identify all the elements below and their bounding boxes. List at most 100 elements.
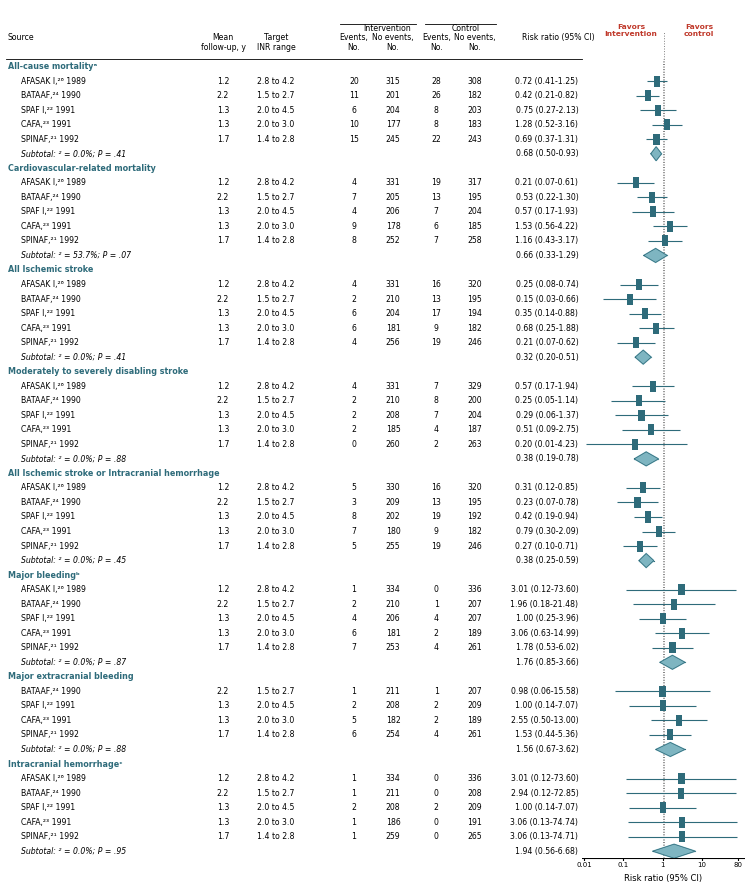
Bar bbox=[649, 192, 655, 203]
Text: 207: 207 bbox=[467, 614, 482, 623]
Text: 0.27 (0.10-0.71): 0.27 (0.10-0.71) bbox=[516, 542, 578, 550]
Text: Moderately to severely disabling stroke: Moderately to severely disabling stroke bbox=[8, 367, 188, 376]
Text: Major extracranial bleeding: Major extracranial bleeding bbox=[8, 673, 133, 681]
Text: 1: 1 bbox=[434, 600, 438, 609]
Text: 3.06 (0.63-14.99): 3.06 (0.63-14.99) bbox=[510, 628, 578, 638]
Text: 1.2: 1.2 bbox=[217, 280, 229, 289]
Text: 10: 10 bbox=[349, 120, 359, 129]
Text: 1.00 (0.14-7.07): 1.00 (0.14-7.07) bbox=[516, 803, 578, 812]
Text: 80: 80 bbox=[733, 862, 742, 868]
Text: 0.35 (0.14-0.88): 0.35 (0.14-0.88) bbox=[516, 309, 578, 318]
Text: 0.20 (0.01-4.23): 0.20 (0.01-4.23) bbox=[516, 440, 578, 449]
Bar bbox=[634, 497, 641, 508]
Text: 1.76 (0.85-3.66): 1.76 (0.85-3.66) bbox=[516, 658, 578, 666]
Text: 1.7: 1.7 bbox=[217, 135, 229, 143]
Text: 4: 4 bbox=[352, 338, 356, 347]
Text: 1.3: 1.3 bbox=[217, 803, 229, 812]
Text: 320: 320 bbox=[467, 483, 482, 492]
Text: 192: 192 bbox=[467, 512, 482, 521]
Text: 2.8 to 4.2: 2.8 to 4.2 bbox=[257, 483, 295, 492]
Text: AFASAK I,²⁶ 1989: AFASAK I,²⁶ 1989 bbox=[21, 77, 86, 86]
Text: SPAF I,²² 1991: SPAF I,²² 1991 bbox=[21, 207, 76, 216]
Text: All-cause mortalityᵃ: All-cause mortalityᵃ bbox=[8, 62, 97, 71]
Text: 2.0 to 4.5: 2.0 to 4.5 bbox=[257, 803, 295, 812]
Text: 2: 2 bbox=[352, 702, 356, 711]
Text: 6: 6 bbox=[352, 730, 356, 740]
Text: 191: 191 bbox=[467, 818, 482, 827]
Text: 1.94 (0.56-6.68): 1.94 (0.56-6.68) bbox=[516, 847, 578, 856]
Text: SPAF I,²² 1991: SPAF I,²² 1991 bbox=[21, 702, 76, 711]
Text: 1.3: 1.3 bbox=[217, 324, 229, 333]
Text: 2: 2 bbox=[434, 440, 438, 449]
Text: 194: 194 bbox=[467, 309, 482, 318]
Text: 207: 207 bbox=[467, 600, 482, 609]
Text: 2: 2 bbox=[352, 803, 356, 812]
Text: 1.56 (0.67-3.62): 1.56 (0.67-3.62) bbox=[516, 745, 578, 754]
Text: 0: 0 bbox=[434, 585, 438, 594]
Text: 1: 1 bbox=[352, 818, 356, 827]
Bar bbox=[667, 729, 673, 741]
Text: 195: 195 bbox=[467, 193, 482, 202]
Text: 0.72 (0.41-1.25): 0.72 (0.41-1.25) bbox=[516, 77, 578, 86]
Text: 0.32 (0.20-0.51): 0.32 (0.20-0.51) bbox=[516, 352, 578, 362]
Text: 1.7: 1.7 bbox=[217, 338, 229, 347]
Text: 9: 9 bbox=[434, 324, 438, 333]
Text: Intervention: Intervention bbox=[363, 24, 411, 33]
Polygon shape bbox=[639, 554, 654, 567]
Bar bbox=[653, 322, 659, 334]
Text: 1.7: 1.7 bbox=[217, 440, 229, 449]
Text: SPAF I,²² 1991: SPAF I,²² 1991 bbox=[21, 105, 76, 115]
Text: 1.4 to 2.8: 1.4 to 2.8 bbox=[257, 440, 295, 449]
Text: 7: 7 bbox=[352, 193, 356, 202]
Text: 19: 19 bbox=[431, 542, 442, 550]
Text: 1.3: 1.3 bbox=[217, 411, 229, 419]
Text: 208: 208 bbox=[386, 803, 401, 812]
Text: 204: 204 bbox=[467, 411, 482, 419]
Text: 2.0 to 3.0: 2.0 to 3.0 bbox=[257, 628, 295, 638]
Text: Target
INR range: Target INR range bbox=[256, 33, 296, 52]
Text: 15: 15 bbox=[349, 135, 359, 143]
Text: 0.38 (0.25-0.59): 0.38 (0.25-0.59) bbox=[516, 556, 578, 566]
Text: 2.8 to 4.2: 2.8 to 4.2 bbox=[257, 585, 295, 594]
Text: 2.2: 2.2 bbox=[217, 789, 229, 797]
Text: 2.8 to 4.2: 2.8 to 4.2 bbox=[257, 178, 295, 188]
Text: Subtotal: ² = 0.0%; P = .45: Subtotal: ² = 0.0%; P = .45 bbox=[21, 556, 126, 566]
Text: 1.2: 1.2 bbox=[217, 381, 229, 390]
Text: Source: Source bbox=[8, 33, 34, 42]
Text: 209: 209 bbox=[386, 498, 401, 507]
Bar bbox=[632, 439, 638, 450]
Text: No events,
No.: No events, No. bbox=[372, 33, 414, 52]
Text: 1.3: 1.3 bbox=[217, 628, 229, 638]
Text: Events,
No.: Events, No. bbox=[422, 33, 451, 52]
Bar bbox=[671, 598, 677, 610]
Text: 0.25 (0.05-1.14): 0.25 (0.05-1.14) bbox=[516, 396, 578, 405]
Text: 20: 20 bbox=[349, 77, 358, 86]
Bar bbox=[678, 584, 685, 596]
Text: CAFA,²³ 1991: CAFA,²³ 1991 bbox=[21, 324, 72, 333]
Text: CAFA,²³ 1991: CAFA,²³ 1991 bbox=[21, 222, 72, 231]
Text: BATAAF,²⁴ 1990: BATAAF,²⁴ 1990 bbox=[21, 789, 81, 797]
Text: 5: 5 bbox=[352, 716, 356, 725]
Text: 1: 1 bbox=[352, 789, 356, 797]
Text: 1.3: 1.3 bbox=[217, 614, 229, 623]
Text: 195: 195 bbox=[467, 498, 482, 507]
Text: SPINAF,²¹ 1992: SPINAF,²¹ 1992 bbox=[21, 135, 79, 143]
Text: 3: 3 bbox=[352, 498, 356, 507]
Text: 1.00 (0.14-7.07): 1.00 (0.14-7.07) bbox=[516, 702, 578, 711]
Text: 1.5 to 2.7: 1.5 to 2.7 bbox=[257, 295, 295, 304]
Text: 4: 4 bbox=[352, 280, 356, 289]
Text: 211: 211 bbox=[386, 687, 401, 696]
Text: 245: 245 bbox=[386, 135, 401, 143]
Text: All Ischemic stroke: All Ischemic stroke bbox=[8, 266, 93, 274]
Text: 0: 0 bbox=[434, 832, 438, 841]
Text: 2: 2 bbox=[434, 716, 438, 725]
Bar bbox=[650, 206, 656, 218]
Text: 209: 209 bbox=[467, 803, 482, 812]
Text: 258: 258 bbox=[467, 236, 482, 245]
Text: 252: 252 bbox=[386, 236, 401, 245]
Text: 263: 263 bbox=[467, 440, 482, 449]
Text: 1.3: 1.3 bbox=[217, 818, 229, 827]
Text: 1.7: 1.7 bbox=[217, 236, 229, 245]
Text: 315: 315 bbox=[386, 77, 401, 86]
Text: 2: 2 bbox=[352, 411, 356, 419]
